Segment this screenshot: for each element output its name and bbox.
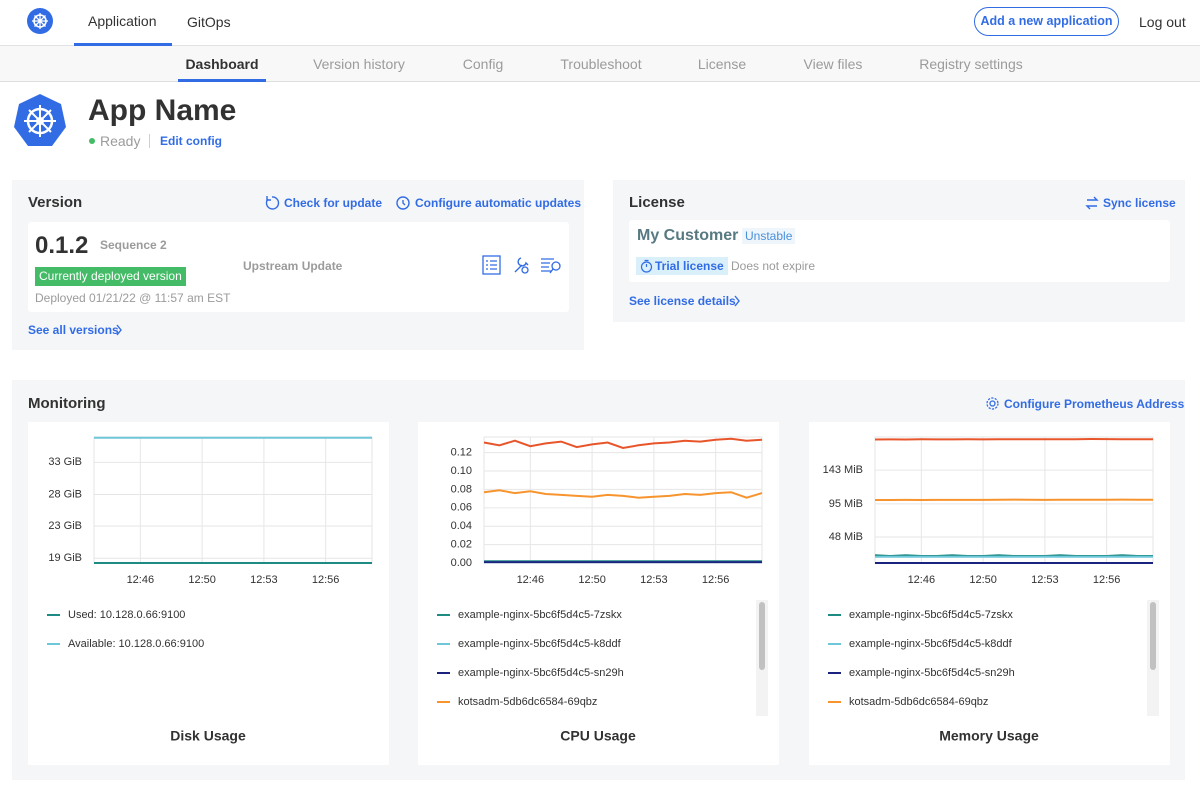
status-dot <box>89 138 95 144</box>
y-tick-label: 33 GiB <box>48 456 82 468</box>
subnav-underline <box>178 79 266 82</box>
y-tick-label: 0.04 <box>451 520 472 532</box>
line <box>484 490 762 497</box>
y-tick-label: 0.02 <box>451 539 472 551</box>
auto-update-icon <box>395 195 411 211</box>
plot-border <box>94 437 372 563</box>
card-title: License <box>629 193 685 213</box>
status: Ready <box>100 131 140 151</box>
legend-label: kotsadm-5db6dc6584-69qbz <box>849 696 988 708</box>
x-tick-label: 12:50 <box>578 574 606 586</box>
x-tick-label: 12:46 <box>908 574 936 586</box>
y-tick-label: 48 MiB <box>829 531 863 543</box>
version-action-icons[interactable] <box>481 254 565 276</box>
edit-config[interactable]: Edit config <box>160 131 222 151</box>
deployed-date: Deployed 01/21/22 @ 11:57 am EST <box>35 288 230 308</box>
disk-chart: 19 GiB 23 GiB 28 GiB 33 GiB 12:46 12:50 12:53 1… <box>28 422 389 765</box>
chart-title: CPU Usage <box>560 728 636 744</box>
x-tick-label: 12:56 <box>702 574 730 586</box>
card-title: Version <box>28 193 82 213</box>
chart-title: Memory Usage <box>939 728 1039 744</box>
separator <box>149 134 150 148</box>
sequence: Sequence 2 <box>100 235 167 255</box>
nav-tab[interactable]: Application <box>88 11 157 31</box>
sync-license[interactable]: Sync license <box>1103 193 1176 213</box>
version-number: 0.1.2 <box>35 233 88 259</box>
y-tick-label: 0.12 <box>451 447 472 459</box>
x-tick-label: 12:50 <box>969 574 997 586</box>
y-tick-label: 19 GiB <box>48 552 82 564</box>
legend-label: example-nginx-5bc6f5d4c5-sn29h <box>849 667 1015 679</box>
x-tick-label: 12:53 <box>1031 574 1059 586</box>
configure-updates[interactable]: Configure automatic updates <box>415 193 581 213</box>
card-title: Monitoring <box>28 394 105 414</box>
refresh-icon <box>264 195 280 211</box>
y-tick-label: 0.00 <box>451 557 472 569</box>
logout[interactable]: Log out <box>1139 12 1186 32</box>
legend-label: Used: 10.128.0.66:9100 <box>68 609 185 621</box>
legend-label: example-nginx-5bc6f5d4c5-sn29h <box>458 667 624 679</box>
y-tick-label: 0.06 <box>451 502 472 514</box>
scroll-thumb <box>1150 602 1156 670</box>
plot-border <box>484 437 762 563</box>
legend-label: example-nginx-5bc6f5d4c5-7zskx <box>458 609 622 621</box>
x-tick-label: 12:50 <box>188 574 216 586</box>
configure-prometheus[interactable]: Configure Prometheus Address <box>1004 394 1184 414</box>
legend-label: kotsadm-5db6dc6584-69qbz <box>458 696 597 708</box>
customer: My Customer <box>637 226 738 246</box>
y-tick-label: 23 GiB <box>48 520 82 532</box>
timer-icon <box>640 259 653 273</box>
memory-chart: 48 MiB 95 MiB 143 MiB 12:46 12:50 12:53 12:56 e… <box>809 422 1170 765</box>
x-tick-label: 12:56 <box>312 574 340 586</box>
scroll-thumb <box>759 602 765 670</box>
y-tick-label: 143 MiB <box>823 464 863 476</box>
legend-label: example-nginx-5bc6f5d4c5-7zskx <box>849 609 1013 621</box>
license-details[interactable]: See license details <box>629 291 736 311</box>
add-app-button[interactable]: Add a new application <box>974 7 1119 36</box>
y-tick-label: 0.08 <box>451 483 472 495</box>
legend-label: example-nginx-5bc6f5d4c5-k8ddf <box>849 638 1013 650</box>
channel-badge: Unstable <box>742 228 795 244</box>
x-tick-label: 12:46 <box>517 574 545 586</box>
line <box>875 439 1153 440</box>
line <box>484 439 762 448</box>
nav-tab[interactable]: GitOps <box>187 12 231 32</box>
x-tick-label: 12:53 <box>640 574 668 586</box>
y-tick-label: 28 GiB <box>48 488 82 500</box>
y-tick-label: 0.10 <box>451 465 472 477</box>
legend-label: example-nginx-5bc6f5d4c5-k8ddf <box>458 638 622 650</box>
check-update[interactable]: Check for update <box>284 193 382 213</box>
upstream: Upstream Update <box>243 256 342 276</box>
y-tick-label: 95 MiB <box>829 498 863 510</box>
x-tick-label: 12:53 <box>250 574 278 586</box>
gear-icon <box>985 396 1000 411</box>
subnav-tab[interactable]: Registry settings <box>891 54 1051 74</box>
logo[interactable] <box>27 8 53 34</box>
sync-icon <box>1085 195 1099 211</box>
chevron <box>733 294 741 308</box>
x-tick-label: 12:56 <box>1093 574 1121 586</box>
chart-title: Disk Usage <box>170 728 246 744</box>
cpu-chart: 0.00 0.02 0.04 0.06 0.08 0.10 0.12 12:46 12:50 12… <box>418 422 779 765</box>
app-icon <box>12 93 68 149</box>
expiry: Does not expire <box>731 256 815 276</box>
subnav-tab[interactable]: Dashboard <box>142 54 302 74</box>
legend-label: Available: 10.128.0.66:9100 <box>68 638 204 650</box>
x-tick-label: 12:46 <box>127 574 155 586</box>
deployed-badge: Currently deployed version <box>35 267 186 286</box>
chevron <box>115 323 123 337</box>
app-name: App Name <box>88 94 236 128</box>
subnav-tab[interactable]: View files <box>753 54 913 74</box>
see-all-versions[interactable]: See all versions <box>28 320 119 340</box>
